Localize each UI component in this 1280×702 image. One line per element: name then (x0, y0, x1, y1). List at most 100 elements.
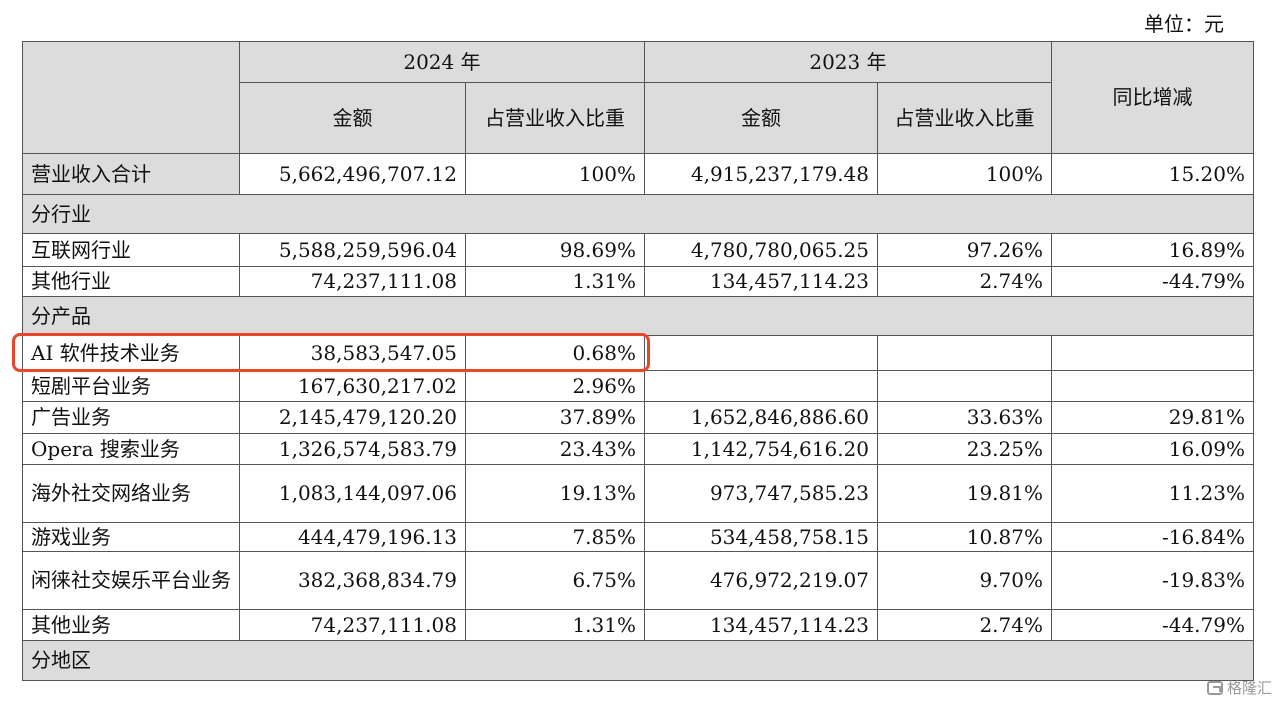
cell-pct2024: 98.69% (465, 233, 645, 267)
cell-yoy: 16.89% (1051, 233, 1254, 267)
highlight-box (12, 333, 650, 372)
cell-amt2023: 534,458,758.15 (644, 522, 878, 552)
total-label: 营业收入合计 (22, 153, 240, 195)
industry-rows: 互联网行业 5,588,259,596.04 98.69% 4,780,780,065… (22, 233, 1254, 297)
table-row: 广告业务 2,145,479,120.20 37.89% 1,652,846,886.… (22, 401, 1254, 434)
watermark-text: 格隆汇 (1226, 679, 1272, 697)
cell-amt2023: 134,457,114.23 (644, 266, 878, 297)
header-share-2023: 占营业收入比重 (877, 82, 1052, 154)
cell-pct2024: 1.31% (465, 266, 645, 297)
section-region: 分地区 (22, 640, 1254, 681)
cell-yoy (1051, 335, 1254, 371)
cell-pct2024: 7.85% (465, 522, 645, 552)
cell-label: AI 软件技术业务 (22, 335, 240, 371)
section-industry-row: 分行业 (22, 194, 1254, 234)
cell-pct2023: 97.26% (877, 233, 1052, 267)
table-row: 其他行业 74,237,111.08 1.31% 134,457,114.23 2.74… (22, 266, 1254, 297)
cell-amt2023: 4,780,780,065.25 (644, 233, 878, 267)
cell-pct2023 (877, 370, 1052, 402)
cell-label: 广告业务 (22, 401, 240, 434)
cell-amt2023 (644, 335, 878, 371)
cell-pct2023: 10.87% (877, 522, 1052, 552)
header-row-years: 2024 年 2023 年 同比增减 (22, 41, 1254, 154)
table-row: 其他业务 74,237,111.08 1.31% 134,457,114.23 2.74… (22, 609, 1254, 641)
table-row: Opera 搜索业务 1,326,574,583.79 23.43% 1,142,75… (22, 433, 1254, 465)
cell-pct2023 (877, 335, 1052, 371)
header-yoy: 同比增减 (1051, 41, 1254, 154)
total-pct2024: 100% (465, 153, 645, 195)
cell-pct2023: 2.74% (877, 609, 1052, 641)
cell-label: 短剧平台业务 (22, 370, 240, 402)
cell-yoy: -16.84% (1051, 522, 1254, 552)
product-rows: AI 软件技术业务 38,583,547.05 0.68% 短剧平台业务 167,630… (22, 335, 1254, 641)
section-product-row: 分产品 (22, 296, 1254, 336)
cell-amt2023: 134,457,114.23 (644, 609, 878, 641)
cell-amt2024: 5,588,259,596.04 (239, 233, 466, 267)
header-amount-2023: 金额 (644, 82, 878, 154)
cell-pct2024: 0.68% (465, 335, 645, 371)
cell-yoy (1051, 370, 1254, 402)
total-yoy: 15.20% (1051, 153, 1254, 195)
table-row: AI 软件技术业务 38,583,547.05 0.68% (22, 335, 1254, 371)
cell-yoy: -44.79% (1051, 609, 1254, 641)
section-industry: 分行业 (22, 194, 1254, 234)
cell-yoy: -44.79% (1051, 266, 1254, 297)
cell-yoy: -19.83% (1051, 551, 1254, 610)
table-row: 游戏业务 444,479,196.13 7.85% 534,458,758.15 10.… (22, 522, 1254, 552)
cell-amt2024: 444,479,196.13 (239, 522, 466, 552)
cell-pct2024: 2.96% (465, 370, 645, 402)
unit-label: 单位：元 (1144, 12, 1224, 36)
watermark-logo-icon (1206, 680, 1223, 695)
cell-amt2024: 1,083,144,097.06 (239, 464, 466, 523)
cell-yoy: 16.09% (1051, 433, 1254, 465)
cell-pct2023: 9.70% (877, 551, 1052, 610)
cell-amt2023 (644, 370, 878, 402)
header-row-cols: 金额 占营业收入比重 金额 占营业收入比重 (23, 82, 1254, 154)
cell-label: 其他业务 (22, 609, 240, 641)
header-year-2023: 2023 年 (644, 41, 1052, 83)
cell-amt2024: 167,630,217.02 (239, 370, 466, 402)
cell-pct2023: 33.63% (877, 401, 1052, 434)
cell-yoy: 29.81% (1051, 401, 1254, 434)
total-pct2023: 100% (877, 153, 1052, 195)
table-row: 互联网行业 5,588,259,596.04 98.69% 4,780,780,065… (22, 233, 1254, 267)
header-amount-2024: 金额 (239, 82, 466, 154)
cell-label: 互联网行业 (22, 233, 240, 267)
cell-pct2024: 19.13% (465, 464, 645, 523)
total-amt2024: 5,662,496,707.12 (239, 153, 466, 195)
cell-pct2023: 23.25% (877, 433, 1052, 465)
header-year-2024: 2024 年 (239, 41, 645, 83)
cell-pct2023: 19.81% (877, 464, 1052, 523)
table-row: 闲徕社交娱乐平台业务 382,368,834.79 6.75% 476,972,219… (22, 551, 1254, 610)
cell-label: 游戏业务 (22, 522, 240, 552)
cell-label: 其他行业 (22, 266, 240, 297)
table-row: 短剧平台业务 167,630,217.02 2.96% (22, 370, 1254, 402)
cell-label: Opera 搜索业务 (22, 433, 240, 465)
total-amt2023: 4,915,237,179.48 (644, 153, 878, 195)
cell-amt2023: 1,142,754,616.20 (644, 433, 878, 465)
total-row: 营业收入合计 5,662,496,707.12 100% 4,915,237,1… (22, 153, 1254, 195)
cell-amt2024: 2,145,479,120.20 (239, 401, 466, 434)
cell-pct2024: 23.43% (465, 433, 645, 465)
cell-amt2024: 1,326,574,583.79 (239, 433, 466, 465)
section-region-row: 分地区 (22, 640, 1254, 681)
cell-pct2023: 2.74% (877, 266, 1052, 297)
cell-amt2023: 1,652,846,886.60 (644, 401, 878, 434)
watermark: 格隆汇 (1206, 677, 1272, 698)
header-corner (22, 41, 240, 154)
section-product: 分产品 (22, 296, 1254, 336)
cell-label: 海外社交网络业务 (22, 464, 240, 523)
cell-amt2024: 74,237,111.08 (239, 609, 466, 641)
cell-pct2024: 1.31% (465, 609, 645, 641)
cell-pct2024: 6.75% (465, 551, 645, 610)
table-row: 海外社交网络业务 1,083,144,097.06 19.13% 973,747,58… (22, 464, 1254, 523)
cell-amt2024: 74,237,111.08 (239, 266, 466, 297)
cell-amt2023: 476,972,219.07 (644, 551, 878, 610)
header-share-2024: 占营业收入比重 (465, 82, 645, 154)
cell-yoy: 11.23% (1051, 464, 1254, 523)
revenue-table: 2024 年 2023 年 同比增减 金额 占营业收入比重 金额 占营业收入比重… (22, 41, 1254, 681)
cell-amt2024: 382,368,834.79 (239, 551, 466, 610)
cell-pct2024: 37.89% (465, 401, 645, 434)
cell-label: 闲徕社交娱乐平台业务 (22, 551, 240, 610)
cell-amt2023: 973,747,585.23 (644, 464, 878, 523)
